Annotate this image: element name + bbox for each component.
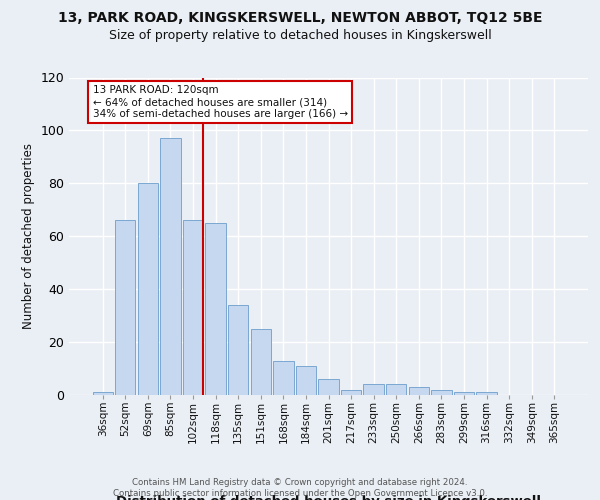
Bar [115,220,136,395]
Text: Size of property relative to detached houses in Kingskerswell: Size of property relative to detached ho… [109,29,491,42]
Bar [251,329,271,395]
Bar [431,390,452,395]
Bar [183,220,203,395]
Text: 13 PARK ROAD: 120sqm
← 64% of detached houses are smaller (314)
34% of semi-deta: 13 PARK ROAD: 120sqm ← 64% of detached h… [92,86,348,118]
Text: 13, PARK ROAD, KINGSKERSWELL, NEWTON ABBOT, TQ12 5BE: 13, PARK ROAD, KINGSKERSWELL, NEWTON ABB… [58,11,542,25]
Bar [341,390,361,395]
Bar [386,384,406,395]
Bar [296,366,316,395]
Bar [160,138,181,395]
X-axis label: Distribution of detached houses by size in Kingskerswell: Distribution of detached houses by size … [116,496,541,500]
Text: Contains HM Land Registry data © Crown copyright and database right 2024.
Contai: Contains HM Land Registry data © Crown c… [113,478,487,498]
Y-axis label: Number of detached properties: Number of detached properties [22,143,35,329]
Bar [409,387,429,395]
Bar [454,392,474,395]
Bar [364,384,384,395]
Bar [138,184,158,395]
Bar [319,379,338,395]
Bar [205,223,226,395]
Bar [228,305,248,395]
Bar [273,360,293,395]
Bar [476,392,497,395]
Bar [92,392,113,395]
